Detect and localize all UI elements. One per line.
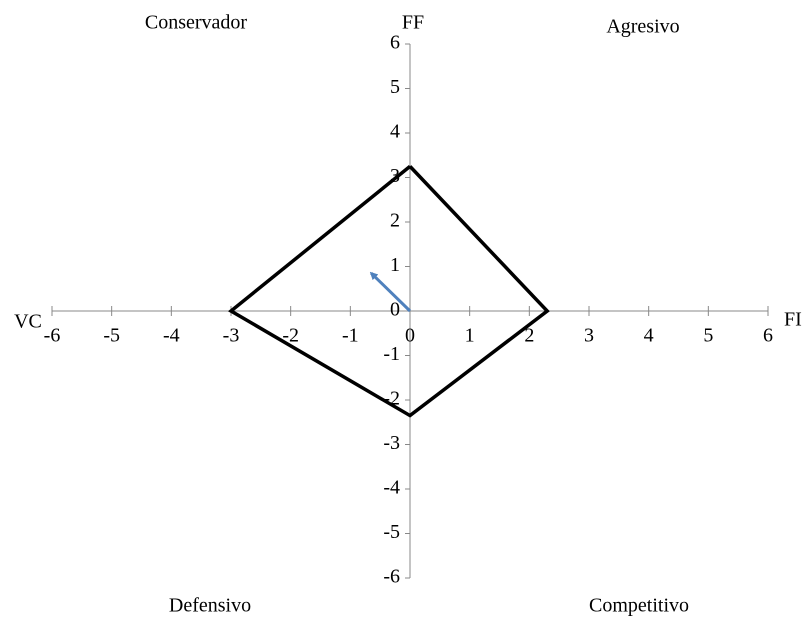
axis-label: VC [14, 311, 42, 333]
y-tick-label: -1 [383, 343, 400, 365]
x-tick-label: 0 [405, 325, 415, 347]
x-tick-label: 5 [703, 325, 713, 347]
y-tick-label: -4 [383, 477, 400, 499]
y-tick-label: 1 [390, 254, 400, 276]
y-tick-label: 6 [390, 32, 400, 54]
x-tick-label: -5 [103, 325, 120, 347]
y-tick-label: -5 [383, 521, 400, 543]
quadrant-label: Competitivo [589, 595, 689, 617]
y-tick-label: 5 [390, 76, 400, 98]
y-tick-label: 4 [390, 121, 400, 143]
x-tick-label: 3 [584, 325, 594, 347]
x-tick-label: -2 [282, 325, 299, 347]
x-tick-label: -1 [342, 325, 359, 347]
axis-label: FF [402, 12, 424, 34]
y-tick-label: 2 [390, 210, 400, 232]
x-tick-label: -3 [223, 325, 240, 347]
axis-label: FI [784, 309, 802, 331]
quadrant-label: Agresivo [606, 16, 679, 38]
vector-arrow [369, 271, 412, 313]
x-tick-label: 2 [524, 325, 534, 347]
y-tick-label: 0 [390, 299, 400, 321]
polygon-line [227, 165, 550, 418]
quadrant-label: Defensivo [169, 595, 251, 617]
y-tick-label: -6 [383, 566, 400, 588]
x-tick-label: 6 [763, 325, 773, 347]
quadrant-label: Conservador [145, 12, 248, 34]
x-tick-label: 1 [465, 325, 475, 347]
y-tick-label: 3 [390, 165, 400, 187]
x-tick-label: -6 [44, 325, 61, 347]
x-tick-label: -4 [163, 325, 180, 347]
x-tick-label: 4 [644, 325, 654, 347]
y-tick-label: -3 [383, 432, 400, 454]
